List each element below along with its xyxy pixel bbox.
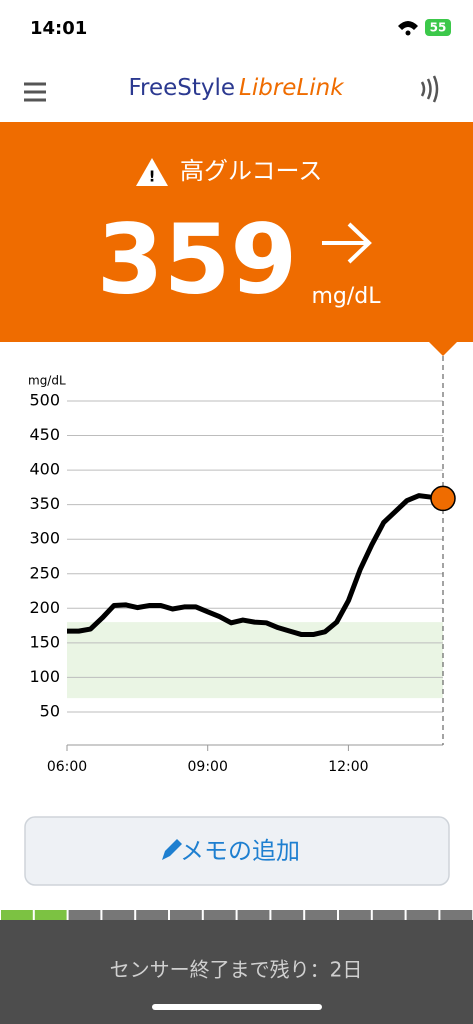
progress-segment [203, 910, 236, 920]
progress-segment [237, 910, 270, 920]
alert-banner [0, 122, 473, 342]
x-tick-label: 06:00 [47, 759, 87, 775]
progress-segment [1, 910, 33, 920]
y-tick-label: 450 [29, 425, 60, 444]
banner-pointer [429, 342, 457, 356]
progress-segment [372, 910, 405, 920]
brand-logo: FreeStyle LibreLink [128, 75, 345, 101]
target-range [67, 622, 443, 699]
sensor-remaining: センサー終了まで残り：2日 [110, 958, 363, 982]
home-indicator [152, 1004, 322, 1010]
glucose-line [67, 493, 444, 638]
add-note-label: メモの追加 [180, 837, 300, 865]
y-tick-label: 400 [29, 460, 60, 479]
pencil-icon [162, 839, 182, 860]
progress-segment [406, 910, 439, 920]
add-note-button[interactable] [24, 816, 450, 886]
progress-segment [68, 910, 101, 920]
trend-arrow [322, 222, 372, 264]
y-tick-label: 500 [29, 391, 60, 410]
y-tick-label: 250 [29, 563, 60, 582]
y-axis-label: mg/dL [28, 374, 66, 388]
scan-button[interactable] [420, 75, 439, 103]
y-tick-label: 200 [29, 598, 60, 617]
progress-segment [34, 910, 67, 920]
wifi-icon [398, 21, 418, 36]
y-tick-label: 300 [29, 529, 60, 548]
sensor-progress [1, 910, 473, 920]
glucose-chart: 50 100 150 200 250 300 350 400 450 500 06:00 09:00 1… [29, 356, 456, 775]
battery-icon [425, 19, 451, 36]
current-reading-marker [430, 485, 456, 512]
progress-segment [102, 910, 135, 920]
brand-librelink: LibreLink [239, 75, 345, 101]
y-tick-label: 100 [29, 667, 60, 686]
progress-segment [305, 910, 337, 920]
progress-segment [170, 910, 202, 920]
y-tick-label: 150 [29, 632, 60, 651]
alert-title: 高グルコース [180, 157, 322, 185]
glucose-unit: mg/dL [311, 284, 381, 309]
menu-button[interactable] [24, 82, 46, 102]
warning-icon: ! [136, 158, 168, 186]
glucose-value: 359 [97, 203, 297, 315]
x-tick-label: 12:00 [328, 759, 368, 775]
status-time: 14:01 [30, 18, 87, 39]
brand-freestyle: FreeStyle [128, 75, 235, 101]
battery-level: 55 [430, 21, 447, 35]
progress-segment [271, 910, 304, 920]
progress-segment [440, 910, 473, 920]
progress-segment [339, 910, 371, 920]
y-tick-label: 350 [29, 494, 60, 513]
svg-text:!: ! [149, 168, 156, 186]
progress-segment [136, 910, 168, 920]
y-tick-label: 50 [40, 701, 60, 720]
x-tick-label: 09:00 [188, 759, 228, 775]
